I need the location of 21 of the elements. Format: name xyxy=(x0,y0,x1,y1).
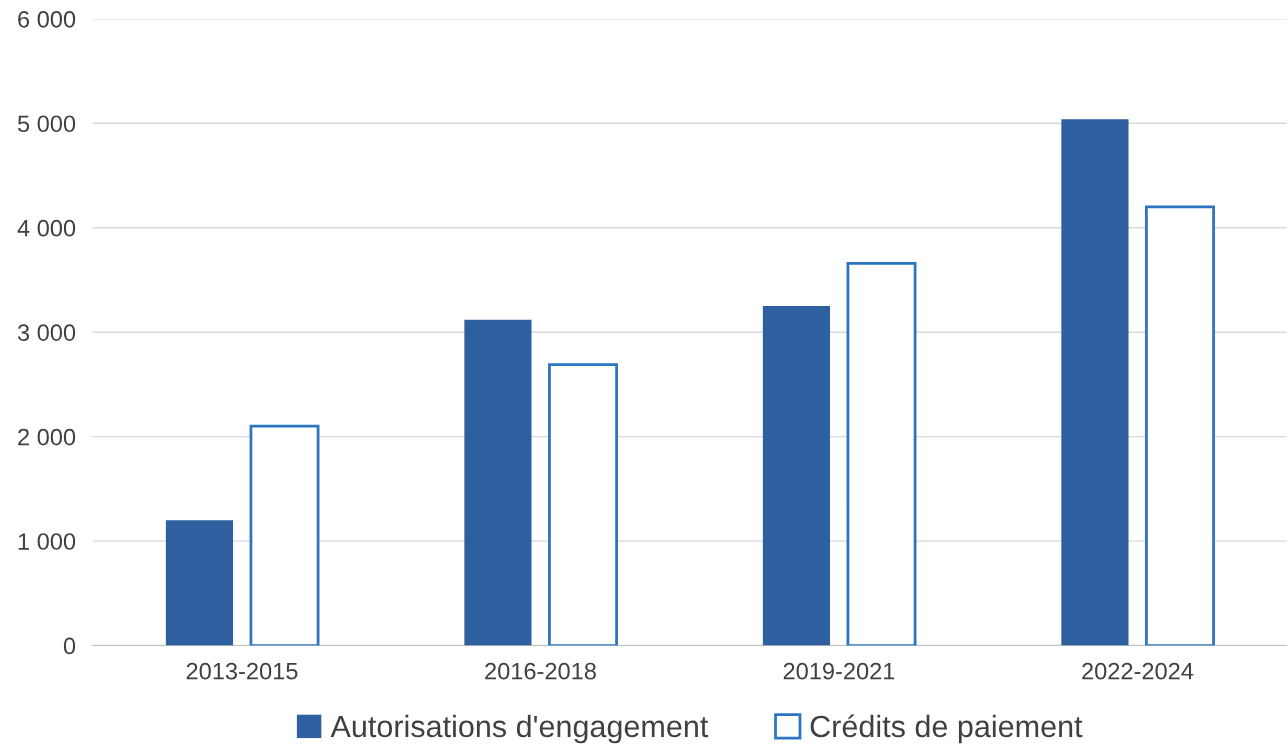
y-tick-label: 3 000 xyxy=(17,324,76,341)
bar xyxy=(1061,119,1129,646)
bar xyxy=(249,424,320,646)
x-tick-label: 2022-2024 xyxy=(1082,662,1194,680)
y-tick-label: 4 000 xyxy=(17,219,76,237)
x-tick-label: 2016-2018 xyxy=(485,662,596,680)
x-tick-label: 2013-2015 xyxy=(186,662,298,680)
bar xyxy=(548,363,618,646)
legend-label: Crédits de paiement xyxy=(810,714,1083,744)
y-tick-label: 6 000 xyxy=(18,10,76,28)
legend-label: Autorisations d'engagement xyxy=(330,714,709,744)
y-tick-label: 5 000 xyxy=(17,115,76,133)
bar xyxy=(762,306,831,646)
bar xyxy=(846,261,917,646)
y-tick-label: 0 xyxy=(63,637,76,655)
y-tick-label: 1 000 xyxy=(18,533,76,550)
bar xyxy=(1145,205,1215,646)
bar xyxy=(165,520,234,646)
y-tick-label: 2 000 xyxy=(18,428,76,446)
x-tick-label: 2019-2021 xyxy=(783,662,895,680)
bar xyxy=(464,319,532,646)
